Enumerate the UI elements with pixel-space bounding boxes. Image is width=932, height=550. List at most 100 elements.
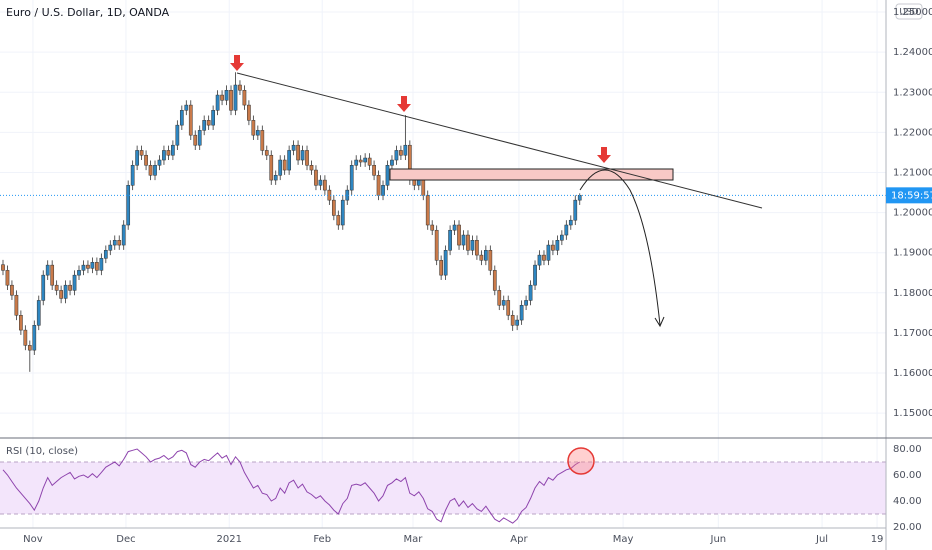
candle-body — [117, 240, 122, 246]
candle-body — [564, 224, 569, 236]
candle-body — [439, 260, 443, 276]
candle-body — [171, 144, 175, 156]
candle-body — [555, 240, 560, 251]
candle-body — [372, 165, 376, 176]
candle-body — [551, 244, 555, 251]
candle-body — [470, 240, 475, 251]
candle-body — [305, 150, 309, 166]
candle-body — [166, 150, 171, 156]
candle-body — [336, 215, 341, 226]
candle-body — [139, 150, 144, 156]
x-tick-label: Jul — [815, 534, 828, 545]
candle-body — [229, 89, 233, 111]
trendline — [236, 72, 763, 209]
rsi-line — [2, 448, 580, 524]
candle-body — [568, 219, 573, 226]
candle-body — [537, 254, 542, 266]
y-tick-label: 40.00 — [893, 496, 922, 507]
candle-body — [479, 254, 484, 261]
price-pane — [0, 72, 886, 372]
currency-button[interactable] — [895, 3, 923, 20]
red-arrow — [230, 55, 244, 71]
candle-body — [260, 130, 265, 151]
candle-body — [282, 159, 287, 171]
candle-body — [1, 264, 5, 271]
x-tick-label: Feb — [313, 534, 331, 545]
candle-body — [443, 250, 448, 276]
candle-body — [421, 177, 426, 196]
candle-body — [68, 284, 72, 291]
candle-body — [233, 84, 238, 111]
candle-body — [247, 104, 251, 121]
y-tick-label: 60.00 — [893, 470, 922, 481]
candle-body — [269, 154, 274, 181]
candle-body — [224, 89, 229, 101]
candle-body — [300, 150, 305, 161]
y-tick-label: 1.20000 — [893, 208, 932, 219]
candle-body — [497, 290, 502, 306]
candle-body — [519, 304, 524, 321]
candle-body — [10, 284, 14, 296]
candle-body — [81, 264, 86, 271]
x-tick-label: Nov — [23, 534, 43, 545]
y-tick-label: 20.00 — [893, 522, 922, 533]
candle-body — [32, 325, 37, 351]
candle-body — [5, 270, 10, 286]
x-tick-label: May — [613, 534, 634, 545]
candle-body — [515, 319, 520, 326]
candle-body — [63, 284, 68, 299]
candle-body — [19, 315, 23, 331]
candle-body — [95, 262, 99, 271]
candle-body — [573, 199, 578, 221]
currency-label[interactable]: USD — [899, 8, 918, 18]
candle-body — [323, 179, 327, 191]
candle-body — [354, 159, 359, 166]
candle-body — [287, 150, 291, 171]
last-price-tag — [886, 187, 932, 204]
candle-body — [175, 124, 180, 146]
candle-body — [27, 345, 32, 351]
candle-body — [206, 120, 211, 126]
candle-body — [36, 300, 41, 326]
candle-body — [103, 250, 108, 259]
candle-body — [112, 240, 117, 246]
candle-body — [148, 165, 153, 176]
y-tick-label: 1.23000 — [893, 87, 932, 98]
x-tick-label: 19 — [871, 534, 884, 545]
candle-body — [363, 157, 367, 163]
candle-body — [434, 229, 439, 261]
chart-title: Euro / U.S. Dollar, 1D, OANDA — [6, 6, 170, 19]
candle-body — [184, 104, 189, 111]
candle-body — [524, 300, 528, 306]
y-tick-label: 1.17000 — [893, 328, 932, 339]
candle-body — [202, 120, 207, 131]
x-tick-label: 2021 — [216, 534, 241, 545]
candle-body — [403, 144, 408, 156]
candle-body — [99, 258, 104, 271]
y-tick-label: 1.25000 — [893, 7, 932, 18]
candle-body — [108, 244, 113, 251]
y-tick-label: 1.18000 — [893, 288, 932, 299]
candle-body — [86, 264, 90, 269]
candle-body — [215, 94, 220, 111]
candle-body — [492, 270, 497, 291]
candle-body — [466, 234, 470, 251]
candle-body — [510, 315, 515, 326]
rsi-pane — [0, 448, 886, 524]
candle-body — [14, 294, 19, 316]
y-tick-label: 1.24000 — [893, 47, 932, 58]
candle-body — [546, 244, 551, 261]
candle-body — [144, 154, 148, 166]
drawings — [230, 55, 763, 475]
candle-body — [390, 159, 394, 166]
y-tick-label: 1.21000 — [893, 167, 932, 178]
y-tick-label: 1.16000 — [893, 368, 932, 379]
candle-body — [376, 175, 381, 196]
red-arrow — [397, 96, 411, 112]
candle-body — [197, 130, 202, 146]
candle-body — [273, 175, 278, 181]
candle-body — [367, 157, 372, 166]
candle-body — [188, 104, 193, 136]
